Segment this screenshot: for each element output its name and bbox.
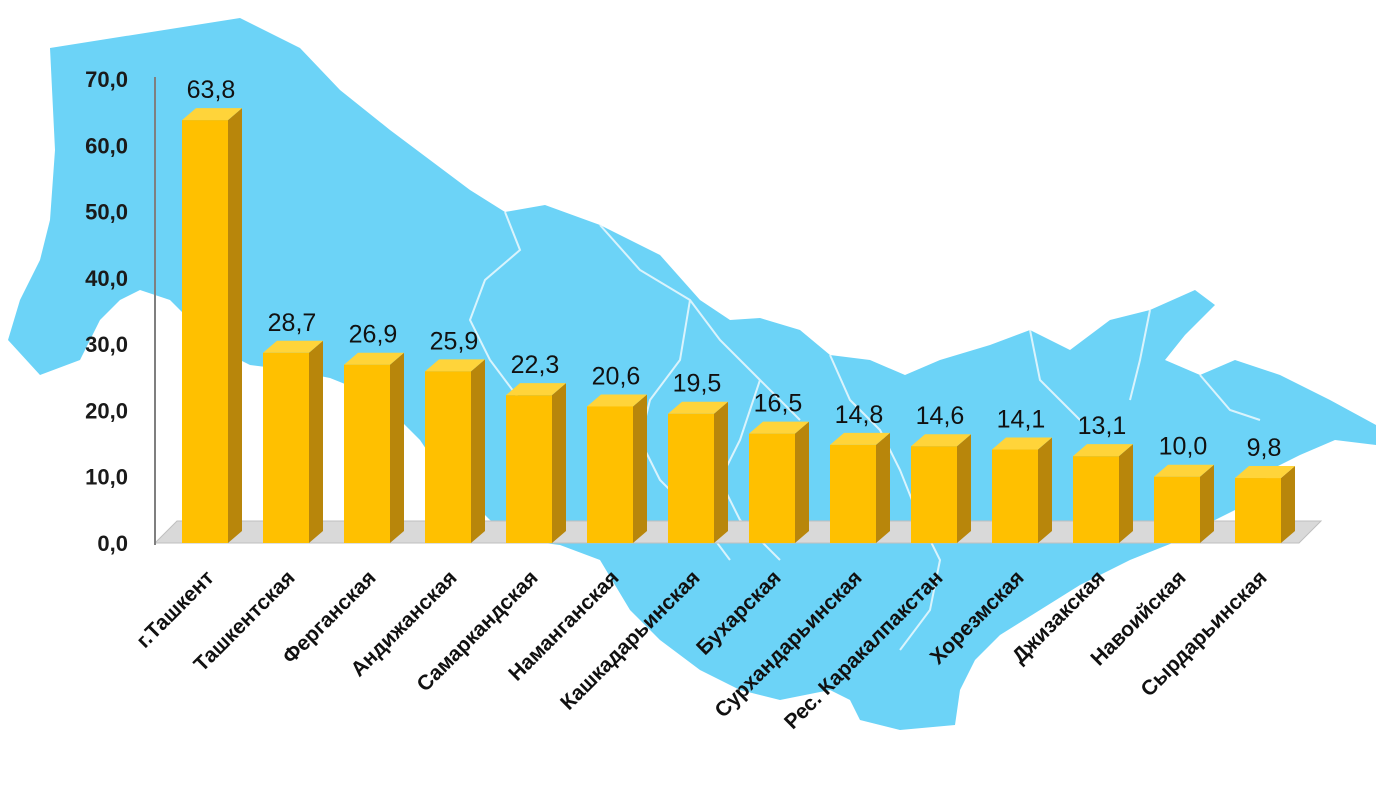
bar-front: [830, 444, 876, 543]
bar-top: [668, 401, 728, 414]
data-label: 28,7: [268, 309, 317, 337]
bar-front: [1235, 478, 1281, 543]
map-region-border: [1029, 329, 1081, 421]
data-label: 13,1: [1078, 412, 1127, 440]
bar-front: [668, 413, 714, 543]
bar-side: [390, 352, 404, 543]
data-label: 19,5: [673, 370, 722, 398]
bar-front: [749, 433, 795, 543]
bar-front: [1154, 476, 1200, 543]
bar-top: [344, 352, 404, 365]
bar-top: [263, 340, 323, 353]
data-label: 63,8: [187, 76, 236, 104]
bar-front: [911, 446, 957, 543]
y-tick-label: 60,0: [85, 133, 128, 158]
bar: [506, 383, 566, 543]
data-label: 10,0: [1159, 433, 1208, 461]
bar-front: [992, 449, 1038, 543]
bar-top: [749, 421, 809, 434]
data-label: 22,3: [511, 351, 560, 379]
bar-top: [1073, 444, 1133, 457]
bar-top: [830, 432, 890, 445]
data-label: 26,9: [349, 321, 398, 349]
bar-side: [633, 394, 647, 543]
data-label: 14,8: [835, 401, 884, 429]
y-tick-label: 0,0: [97, 531, 128, 556]
map-region-border: [829, 354, 942, 651]
bar-front: [506, 395, 552, 543]
bar: [182, 108, 242, 544]
bar: [587, 394, 647, 543]
y-tick-label: 20,0: [85, 398, 128, 423]
y-tick-label: 40,0: [85, 266, 128, 291]
bar: [263, 340, 323, 543]
bar-front: [344, 364, 390, 543]
bar-front: [263, 352, 309, 543]
bar-side: [1281, 466, 1295, 543]
bar: [1073, 444, 1133, 543]
bar-top: [506, 383, 566, 396]
bar-side: [1038, 437, 1052, 543]
bar: [344, 352, 404, 543]
bar: [1154, 464, 1214, 543]
data-label: 9,8: [1247, 434, 1282, 462]
background-map: [8, 18, 1376, 730]
bar: [1235, 466, 1295, 543]
bar-front: [587, 406, 633, 543]
data-label: 20,6: [592, 362, 641, 390]
y-tick-label: 10,0: [85, 465, 128, 490]
bar-front: [182, 120, 228, 544]
bar-front: [425, 371, 471, 543]
bar-side: [228, 108, 242, 544]
bar-top: [1154, 464, 1214, 477]
data-label: 25,9: [430, 327, 479, 355]
data-label: 16,5: [754, 390, 803, 418]
bar-side: [714, 401, 728, 543]
bar-side: [1200, 464, 1214, 543]
bar-side: [1119, 444, 1133, 543]
bar-top: [1235, 466, 1295, 479]
bar: [992, 437, 1052, 543]
bar-side: [957, 434, 971, 543]
bar-side: [795, 421, 809, 543]
y-tick-label: 70,0: [85, 67, 128, 92]
y-tick-label: 30,0: [85, 332, 128, 357]
bar-side: [471, 359, 485, 543]
map-region-border: [1129, 309, 1151, 401]
bar: [830, 432, 890, 543]
bar-top: [587, 394, 647, 407]
chart-floor: [153, 520, 1323, 544]
bar-top: [425, 359, 485, 372]
category-label: г.Ташкент: [132, 566, 218, 652]
bar: [668, 401, 728, 543]
data-label: 14,1: [997, 406, 1046, 434]
bar-top: [992, 437, 1052, 450]
uzbekistan-map-shape: [8, 18, 1376, 730]
map-region-border: [599, 224, 801, 421]
bar: [425, 359, 485, 543]
y-tick-label: 50,0: [85, 200, 128, 225]
bar-side: [552, 383, 566, 543]
bars-layer: [182, 108, 1295, 544]
bar-side: [876, 432, 890, 543]
map-region-border: [1199, 374, 1261, 421]
data-label: 14,6: [916, 402, 965, 430]
bar: [911, 434, 971, 543]
bar-top: [182, 108, 242, 121]
bar-top: [911, 434, 971, 447]
bar-front: [1073, 456, 1119, 543]
bar: [749, 421, 809, 543]
bar-side: [309, 340, 323, 543]
